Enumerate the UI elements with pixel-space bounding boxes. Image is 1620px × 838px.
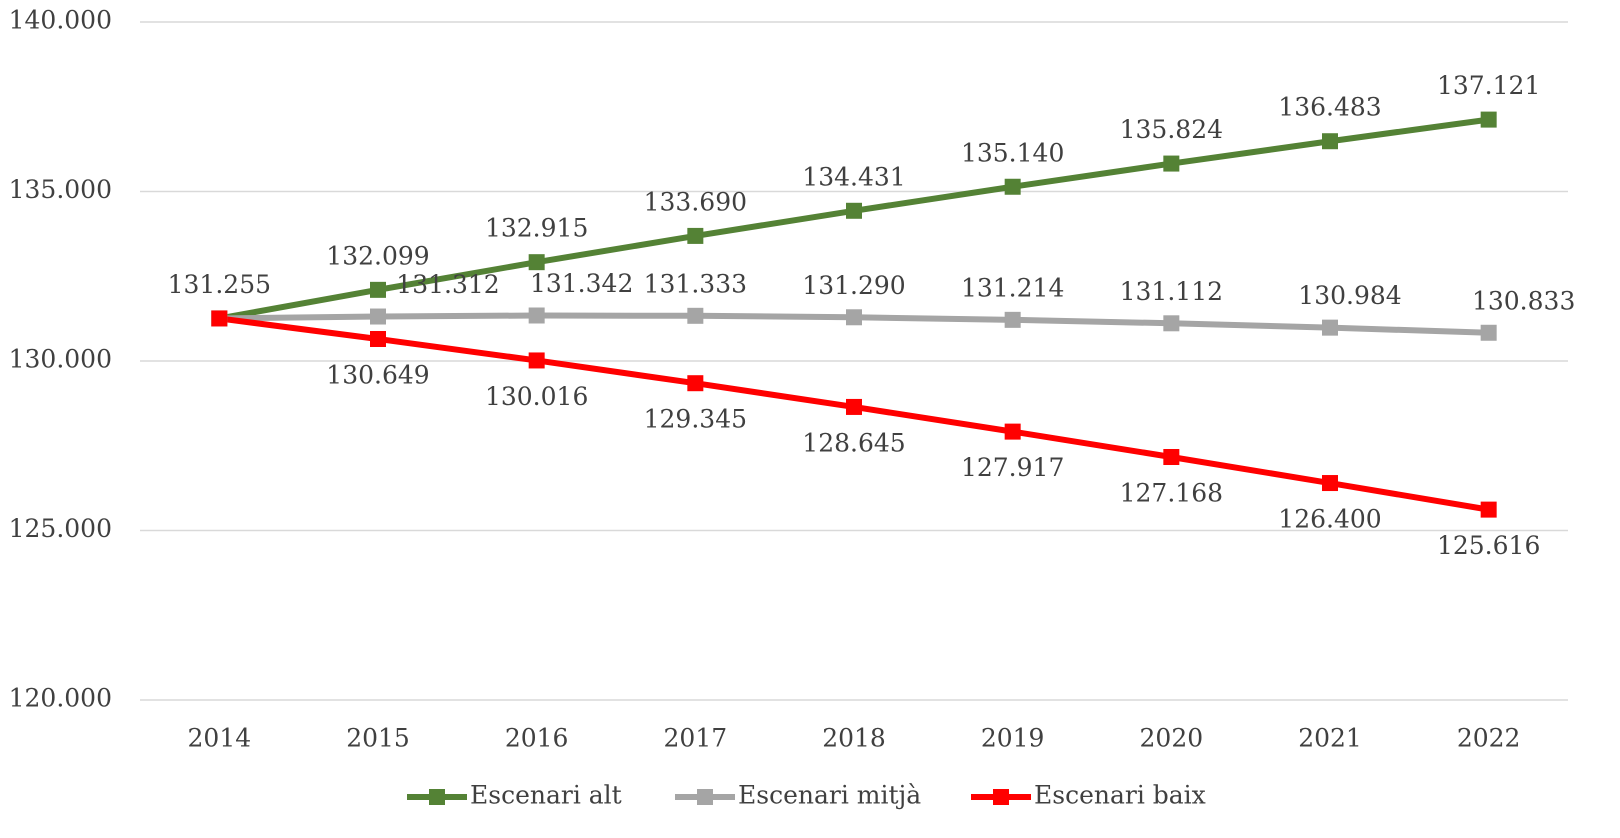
marker xyxy=(846,309,862,326)
marker xyxy=(1322,319,1338,336)
marker xyxy=(1004,178,1021,195)
x-tick-label: 2019 xyxy=(981,724,1045,753)
x-tick-label: 2021 xyxy=(1298,724,1362,753)
data-label: 127.168 xyxy=(1120,479,1223,508)
marker xyxy=(1163,155,1180,172)
x-tick-label: 2020 xyxy=(1140,724,1204,753)
data-label: 130.984 xyxy=(1298,281,1401,310)
x-tick-label: 2017 xyxy=(664,724,728,753)
y-tick-label: 135.000 xyxy=(9,175,112,204)
data-label: 135.140 xyxy=(961,138,1064,167)
marker xyxy=(687,227,704,244)
legend-marker xyxy=(429,789,445,805)
data-label: 131.255 xyxy=(168,270,271,299)
y-tick-label: 140.000 xyxy=(9,6,112,35)
data-label: 133.690 xyxy=(644,187,747,216)
marker xyxy=(1163,315,1180,332)
data-label: 132.915 xyxy=(485,214,588,243)
data-label: 127.917 xyxy=(961,453,1064,482)
legend-label: Escenari mitjà xyxy=(738,781,921,810)
legend-marker xyxy=(697,789,713,805)
legend-label: Escenari baix xyxy=(1034,781,1206,810)
legend-marker xyxy=(993,789,1009,805)
marker xyxy=(687,307,704,324)
marker xyxy=(528,307,545,324)
x-tick-label: 2015 xyxy=(346,724,410,753)
marker xyxy=(1163,449,1180,466)
data-label: 131.112 xyxy=(1120,277,1223,306)
data-label: 128.645 xyxy=(802,428,905,457)
data-label: 125.616 xyxy=(1437,531,1540,560)
data-label: 134.431 xyxy=(802,162,905,191)
data-label: 131.290 xyxy=(802,271,905,300)
marker xyxy=(1004,311,1021,328)
x-tick-label: 2016 xyxy=(505,724,569,753)
marker xyxy=(370,330,386,347)
y-tick-label: 130.000 xyxy=(9,345,112,374)
data-label: 135.824 xyxy=(1120,115,1223,144)
marker xyxy=(1480,324,1497,341)
marker xyxy=(528,352,545,369)
marker xyxy=(846,202,862,219)
data-label: 131.333 xyxy=(644,269,747,298)
data-label: 131.214 xyxy=(961,273,1064,302)
x-tick-label: 2018 xyxy=(822,724,886,753)
data-label: 137.121 xyxy=(1437,71,1540,100)
data-label: 130.649 xyxy=(326,360,429,389)
data-label: 132.099 xyxy=(326,241,429,270)
marker xyxy=(370,308,386,325)
marker xyxy=(211,310,228,327)
marker xyxy=(1004,423,1021,440)
marker xyxy=(1480,111,1497,128)
legend-label: Escenari alt xyxy=(470,781,622,810)
marker xyxy=(1322,475,1338,492)
data-label: 126.400 xyxy=(1278,505,1381,534)
data-label: 129.345 xyxy=(644,405,747,434)
y-tick-label: 120.000 xyxy=(9,684,112,713)
data-label: 131.312 xyxy=(396,270,499,299)
marker xyxy=(370,281,386,298)
marker xyxy=(687,375,704,392)
data-label: 131.342 xyxy=(530,269,633,298)
x-tick-label: 2022 xyxy=(1457,724,1521,753)
marker xyxy=(1322,133,1338,150)
marker xyxy=(1480,501,1497,518)
y-tick-label: 125.000 xyxy=(9,514,112,543)
marker xyxy=(846,398,862,415)
marker xyxy=(528,254,545,271)
data-label: 136.483 xyxy=(1278,93,1381,122)
x-tick-label: 2014 xyxy=(188,724,252,753)
data-label: 130.016 xyxy=(485,382,588,411)
data-label: 130.833 xyxy=(1472,286,1575,315)
